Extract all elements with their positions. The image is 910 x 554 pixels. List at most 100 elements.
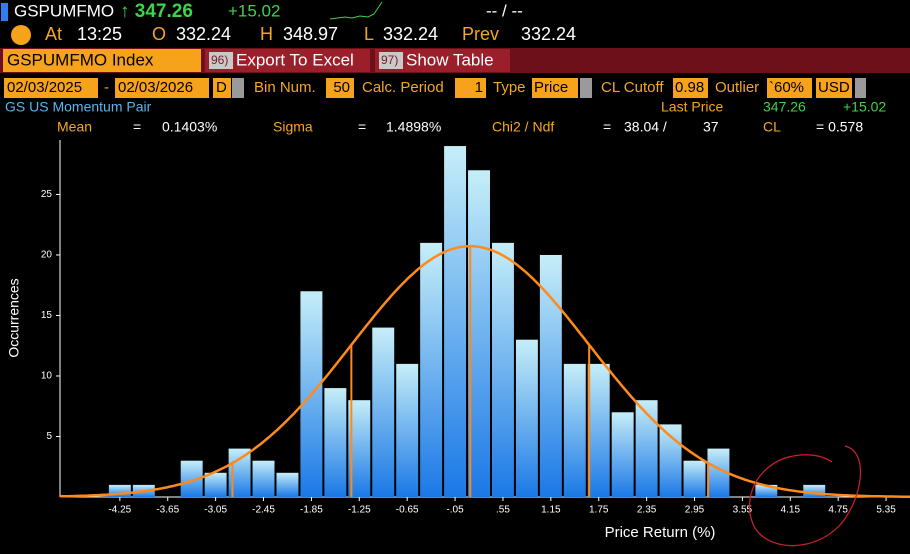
tab-label: Export To Excel [236,50,354,69]
input-box[interactable] [532,78,578,98]
label: Bin Num. [254,79,316,96]
label: Outlier [715,79,759,96]
label: Last Price [661,99,723,115]
bar [276,472,299,497]
tab-number: 97) [381,53,398,67]
y-tick-label: 15 [41,310,53,321]
fit-curve [60,244,910,498]
value: +15.02 [843,99,886,115]
label: L [364,24,374,44]
marker [1,3,8,21]
bar [396,363,419,497]
bar [468,170,490,497]
bar [515,339,538,497]
stat-eq: = [133,119,141,135]
last-price: ↑ 347.26 [120,1,193,22]
x-tick-label: 1.15 [541,505,561,516]
stat-label: CL [763,119,781,135]
label: Calc. Period [362,79,444,96]
label: At [45,24,62,44]
value: 332.24 [383,24,438,44]
input-box[interactable] [115,78,209,98]
plot: 5 10 15 20 25 -4.25 -3.65 -3.05 -2.45 -1.85 -1.25 -… [41,140,910,516]
value: 50 [333,79,350,96]
bar [659,424,682,497]
hand-annotation [748,445,862,547]
bar [252,460,275,497]
label: Type [493,79,526,96]
x-tick-label: 4.15 [781,505,801,516]
x-tick-label: 4.75 [828,505,848,516]
x-tick-label: 1.75 [589,505,609,516]
input-box[interactable] [455,78,486,98]
x-tick-label: -3.65 [156,505,179,516]
period: D [216,79,227,96]
stat-label: Chi2 / Ndf [492,119,554,135]
value: 0.98 [675,79,704,96]
bar [611,412,634,497]
x-tick-label: -2.45 [252,505,275,516]
x-tick-label: -1.85 [300,505,323,516]
x-tick-label: 5.35 [876,505,896,516]
x-tick-label: -3.05 [204,505,227,516]
x-tick-label: -4.25 [108,505,131,516]
stat-value: = 0.578 [816,119,863,135]
dropdown[interactable] [580,78,592,98]
stat-label: Sigma [273,119,313,135]
input-box[interactable] [326,78,354,98]
stat-eq: = [603,119,611,135]
tab-number [379,52,403,69]
bar [180,460,203,497]
table-tab[interactable] [375,49,510,72]
value: Price [534,79,568,96]
security: GSPUMFMO Index [7,50,154,69]
x-tick-label: 2.95 [685,505,705,516]
x-tick-label: -.05 [446,505,464,516]
value: `60% [769,79,804,96]
value: 332.24 [176,24,231,44]
stat-value: 38.04 / [624,119,667,135]
bar [683,460,706,497]
input-box[interactable] [816,78,852,98]
security-box[interactable] [3,49,201,72]
input-box[interactable] [767,78,812,98]
stat-value: 37 [703,119,719,135]
value: 1 [475,79,483,96]
bar [803,484,826,497]
tab-number [209,52,233,69]
dropdown[interactable] [232,78,244,98]
stat-eq: = [358,119,366,135]
y-axis-title: Occurrences [6,278,22,357]
bar [204,472,227,497]
export-tab[interactable] [205,49,370,72]
bar [491,242,514,497]
separator: - [104,79,109,96]
tab-label: Show Table [406,50,494,69]
description: GS US Momentum Pair [5,99,152,115]
y-tick-label: 5 [46,431,52,442]
bid-ask: -- / -- [486,1,523,20]
x-tick-label: -0.65 [396,505,419,516]
gauge-icon [11,25,31,45]
change: +15.02 [228,1,280,20]
label: CL Cutoff [601,79,664,96]
bar [348,400,371,497]
dropdown[interactable] [855,78,866,98]
stat-value: 0.1403% [162,119,217,135]
label: H [260,24,273,44]
ticker: GSPUMFMO [14,1,114,20]
y-tick-label: 10 [41,371,53,382]
bar [444,146,467,497]
bar [420,242,443,497]
end-date: 02/03/2026 [118,79,193,96]
bar [707,448,730,497]
bar [635,400,658,497]
input-box[interactable] [4,78,98,98]
value: 13:25 [77,24,122,44]
label: Prev [462,24,499,44]
input-box[interactable] [673,78,708,98]
input-box[interactable] [213,78,231,98]
bar [372,327,395,497]
x-tick-label: .55 [496,505,510,516]
